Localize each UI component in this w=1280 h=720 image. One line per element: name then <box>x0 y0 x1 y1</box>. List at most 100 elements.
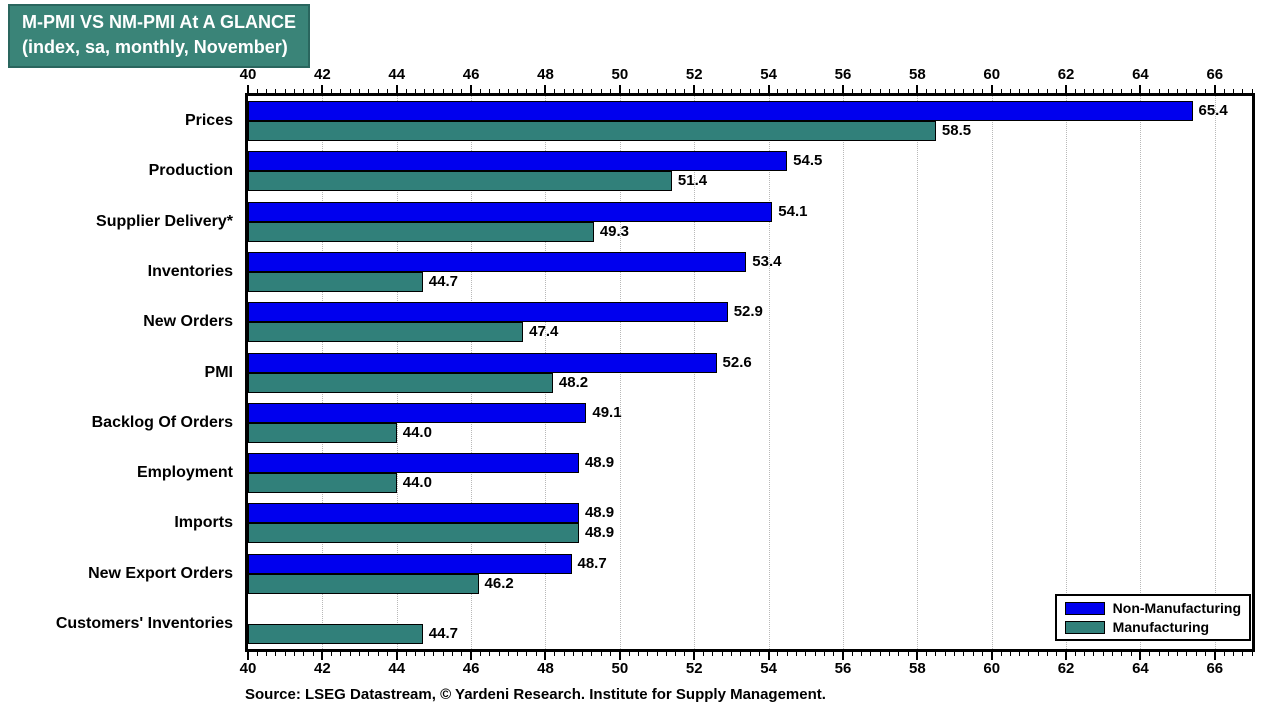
category-label: Customers' Inventories <box>55 614 233 632</box>
bar-manufacturing <box>248 372 553 393</box>
axis-minor-tick <box>386 652 388 656</box>
axis-minor-tick <box>1112 652 1114 656</box>
axis-minor-tick <box>563 89 565 93</box>
axis-major-tick <box>841 652 844 660</box>
axis-minor-tick <box>749 89 751 93</box>
bar-manufacturing <box>248 473 397 494</box>
axis-minor-tick <box>749 652 751 656</box>
axis-minor-tick <box>461 89 463 93</box>
axis-major-tick <box>395 85 398 93</box>
axis-minor-tick <box>926 89 928 93</box>
category-label: New Orders <box>143 313 233 331</box>
axis-minor-tick <box>656 89 658 93</box>
axis-minor-tick <box>647 652 649 656</box>
gridline <box>768 96 770 649</box>
gridline <box>1066 96 1068 649</box>
bar-value-label: 48.7 <box>577 554 607 572</box>
category-label: Prices <box>184 112 233 130</box>
axis-minor-tick <box>665 89 667 93</box>
bar-value-label: 54.5 <box>793 152 823 170</box>
bar-non-manufacturing <box>248 151 788 172</box>
bar-value-label: 47.4 <box>529 323 559 341</box>
axis-minor-tick <box>972 652 974 656</box>
axis-minor-tick <box>1084 89 1086 93</box>
axis-tick-label-top: 52 <box>685 66 703 83</box>
axis-minor-tick <box>479 652 481 656</box>
axis-minor-tick <box>526 89 528 93</box>
axis-minor-tick <box>833 652 835 656</box>
axis-minor-tick <box>684 652 686 656</box>
axis-minor-tick <box>935 652 937 656</box>
axis-minor-tick <box>535 652 537 656</box>
legend-swatch <box>1064 620 1105 634</box>
axis-minor-tick <box>851 89 853 93</box>
bar-manufacturing <box>248 121 936 142</box>
axis-tick-label-bottom: 48 <box>537 660 554 677</box>
category-label: Backlog Of Orders <box>91 413 233 431</box>
axis-minor-tick <box>656 652 658 656</box>
axis-minor-tick <box>284 652 286 656</box>
axis-minor-tick <box>433 89 435 93</box>
axis-minor-tick <box>479 89 481 93</box>
axis-tick-label-bottom: 42 <box>314 660 331 677</box>
bar-value-label: 44.7 <box>428 624 458 642</box>
bar-value-label: 46.2 <box>484 574 514 592</box>
axis-minor-tick <box>1121 652 1123 656</box>
axis-minor-tick <box>1167 652 1169 656</box>
axis-minor-tick <box>1009 89 1011 93</box>
axis-minor-tick <box>563 652 565 656</box>
axis-minor-tick <box>414 652 416 656</box>
axis-minor-tick <box>442 652 444 656</box>
axis-major-tick <box>1065 652 1068 660</box>
axis-minor-tick <box>582 652 584 656</box>
axis-tick-label-top: 66 <box>1206 66 1224 83</box>
axis-major-tick <box>767 85 770 93</box>
axis-minor-tick <box>665 652 667 656</box>
axis-tick-label-bottom: 46 <box>462 660 480 677</box>
axis-minor-tick <box>266 89 268 93</box>
axis-major-tick <box>990 85 993 93</box>
axis-tick-label-top: 60 <box>983 66 1001 83</box>
axis-minor-tick <box>628 652 630 656</box>
axis-minor-tick <box>498 89 500 93</box>
axis-minor-tick <box>907 652 909 656</box>
axis-minor-tick <box>303 652 305 656</box>
axis-tick-label-top: 58 <box>908 66 926 83</box>
axis-minor-tick <box>740 89 742 93</box>
axis-minor-tick <box>851 652 853 656</box>
axis-minor-tick <box>386 89 388 93</box>
axis-minor-tick <box>926 652 928 656</box>
axis-minor-tick <box>814 652 816 656</box>
axis-minor-tick <box>293 652 295 656</box>
bar-manufacturing <box>248 573 479 594</box>
axis-minor-tick <box>1037 89 1039 93</box>
axis-minor-tick <box>898 652 900 656</box>
axis-minor-tick <box>284 89 286 93</box>
bar-value-label: 52.9 <box>733 303 763 321</box>
axis-minor-tick <box>730 652 732 656</box>
axis-minor-tick <box>452 89 454 93</box>
axis-minor-tick <box>293 89 295 93</box>
axis-minor-tick <box>786 89 788 93</box>
axis-minor-tick <box>1074 652 1076 656</box>
plot-area: 65.4 58.5 54.5 51.4 54.1 49.3 53.4 44.7 52.9 47.4… <box>245 93 1255 652</box>
axis-major-tick <box>1139 85 1142 93</box>
bar-value-label: 44.0 <box>402 474 432 492</box>
bar-value-label: 54.1 <box>778 202 808 220</box>
bar-value-label: 48.9 <box>584 504 615 522</box>
bar-manufacturing <box>248 271 423 292</box>
legend-label: Non-Manufacturing <box>1112 600 1241 616</box>
axis-minor-tick <box>637 89 639 93</box>
axis-minor-tick <box>535 89 537 93</box>
bar-manufacturing <box>248 523 579 544</box>
legend-label: Manufacturing <box>1112 619 1210 635</box>
bar-value-label: 44.7 <box>428 272 458 290</box>
gridline <box>619 96 621 649</box>
axis-minor-tick <box>805 89 807 93</box>
axis-major-tick <box>841 85 844 93</box>
bar-value-label: 65.4 <box>1198 102 1228 120</box>
axis-major-tick <box>321 85 324 93</box>
axis-minor-tick <box>1195 89 1197 93</box>
gridline <box>694 96 696 649</box>
axis-tick-label-top: 54 <box>760 66 777 83</box>
